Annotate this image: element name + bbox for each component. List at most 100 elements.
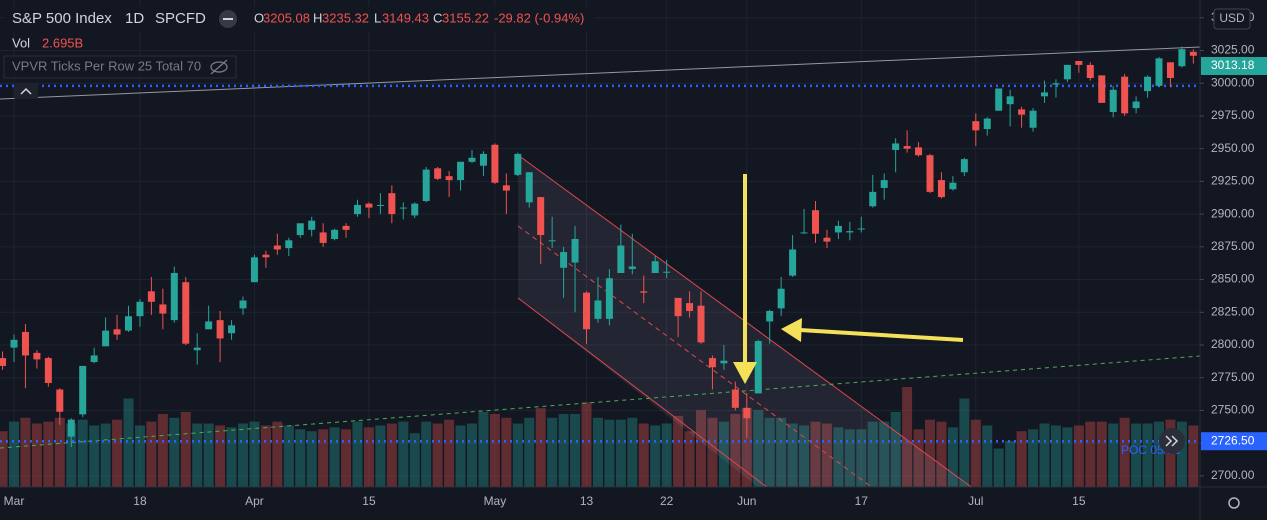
settings-icon[interactable] — [1228, 497, 1240, 509]
y-tick-label: 2750.00 — [1211, 403, 1255, 417]
collapse-button[interactable] — [219, 10, 237, 28]
candle-body — [10, 339, 18, 348]
volume-bar — [1119, 417, 1130, 487]
indicator-box[interactable] — [3, 55, 237, 79]
candle-body — [434, 168, 442, 179]
candle-body — [789, 249, 797, 276]
candle-body — [880, 180, 888, 188]
volume-bar — [810, 421, 821, 487]
candle-body — [548, 240, 556, 242]
candle-body — [205, 321, 213, 330]
volume-bar — [879, 421, 890, 487]
volume-bar — [1073, 425, 1084, 487]
volume-bar — [112, 419, 123, 487]
volume-bar — [764, 417, 775, 487]
y-tick-label: 2775.00 — [1211, 370, 1255, 384]
volume-bar — [375, 425, 386, 487]
candle-body — [422, 169, 430, 202]
x-tick-label: Mar — [4, 494, 25, 508]
candle-body — [159, 304, 167, 314]
candle-body — [170, 273, 178, 321]
candle-body — [0, 358, 7, 366]
candle-body — [216, 320, 224, 339]
last-price-box — [1201, 56, 1267, 75]
candle-body — [1098, 75, 1106, 103]
candle-body — [560, 252, 568, 268]
volume-bar — [741, 408, 752, 487]
x-tick-label: Jul — [968, 494, 983, 508]
volume-bar — [833, 427, 844, 487]
indicator: VPVR Ticks Per Row 25 Total 70 — [12, 58, 201, 73]
volume-bar — [77, 419, 88, 487]
candle-body — [125, 316, 132, 331]
candle-body — [399, 207, 407, 209]
volume-bar — [890, 412, 901, 487]
volume-bar — [478, 412, 489, 487]
candle-body — [995, 88, 1003, 111]
eye[interactable] — [210, 61, 228, 73]
candle-body — [812, 210, 819, 234]
candle-body — [33, 352, 41, 360]
trend-line — [0, 46, 1200, 100]
volume-label: Vol — [12, 35, 30, 50]
volume-bar — [913, 429, 924, 487]
volume-bar — [123, 398, 134, 487]
candle-body — [949, 182, 957, 190]
channel-upper — [517, 154, 973, 487]
volume-bar — [260, 425, 271, 487]
candle-body — [193, 347, 201, 351]
candle-body — [1063, 64, 1071, 80]
symbol: S&P 500 Index — [12, 10, 112, 27]
scroll-button[interactable] — [1159, 428, 1185, 454]
volume-bar — [1016, 431, 1027, 487]
candle-body — [44, 358, 52, 383]
volume-bar — [444, 419, 455, 487]
change: -29.82 (-0.94%) — [494, 10, 584, 25]
volume-bar — [615, 419, 626, 487]
x-tick-label: Jun — [737, 494, 756, 508]
candles — [0, 46, 1197, 448]
y-tick-label: 2875.00 — [1211, 239, 1255, 253]
candle-body — [731, 389, 739, 408]
volume-bar — [363, 427, 374, 487]
candle-body — [926, 155, 934, 192]
volume-bar — [180, 412, 191, 487]
candle-body — [79, 365, 87, 415]
candle-body — [777, 288, 785, 309]
candle-body — [686, 303, 694, 311]
volume-bar — [9, 421, 19, 487]
volume-bar — [970, 419, 981, 487]
volume-bar — [1039, 423, 1050, 487]
hide-icon[interactable] — [210, 59, 228, 75]
volume-bar — [1108, 423, 1119, 487]
exchange: SPCFD — [155, 10, 206, 27]
candle-body — [342, 225, 350, 230]
volume-bar — [0, 431, 8, 487]
x-tick-label: 13 — [580, 494, 594, 508]
volume-bars — [0, 387, 1199, 487]
candle-body — [1132, 101, 1140, 109]
candle-body — [1029, 110, 1037, 128]
volume-bar — [902, 387, 913, 487]
volume-bar — [1176, 421, 1187, 487]
y-tick-label: 2925.00 — [1211, 174, 1255, 188]
volume-bar — [283, 425, 294, 487]
candle-body — [388, 193, 396, 215]
gear[interactable] — [1228, 497, 1240, 509]
candle-body — [147, 291, 155, 302]
candle-body — [537, 197, 545, 236]
ohlc-letter: L — [374, 10, 381, 25]
y-tick-label: 3025.00 — [1211, 43, 1255, 57]
candle-body — [1018, 109, 1026, 115]
collapse-legend[interactable] — [14, 83, 38, 99]
volume-bar — [1188, 425, 1199, 487]
candle-body — [376, 204, 384, 206]
x-tick-label: May — [484, 494, 507, 508]
volume-bar — [707, 417, 718, 487]
candle-body — [915, 147, 923, 156]
candle-body — [262, 254, 270, 258]
currency-box[interactable] — [1213, 8, 1251, 30]
candle-body — [834, 225, 842, 233]
candle-body — [628, 266, 636, 270]
